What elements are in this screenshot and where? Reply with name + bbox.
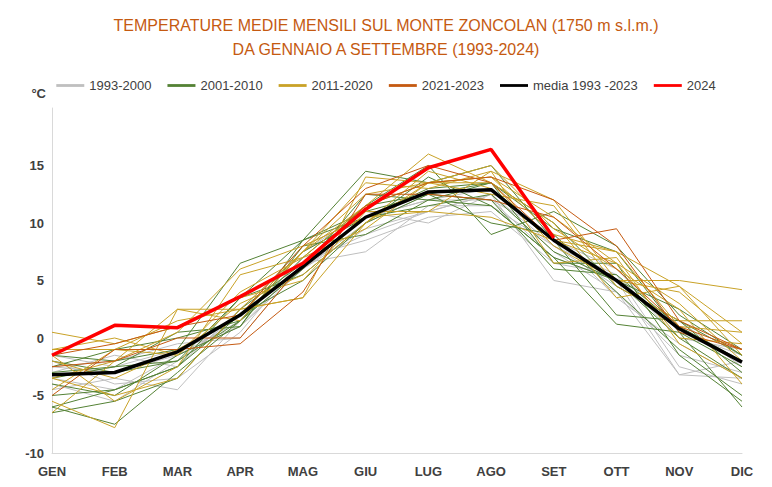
svg-text:FEB: FEB [102, 464, 128, 479]
svg-text:2021-2023: 2021-2023 [422, 78, 484, 93]
svg-text:GIU: GIU [354, 464, 377, 479]
svg-text:APR: APR [226, 464, 254, 479]
svg-text:media 1993 -2023: media 1993 -2023 [533, 78, 638, 93]
svg-text:NOV: NOV [665, 464, 694, 479]
svg-text:GEN: GEN [38, 464, 66, 479]
svg-text:-10: -10 [25, 446, 44, 461]
svg-text:0: 0 [37, 331, 44, 346]
svg-text:AGO: AGO [476, 464, 506, 479]
svg-text:MAG: MAG [288, 464, 318, 479]
svg-text:SET: SET [541, 464, 566, 479]
svg-text:MAR: MAR [163, 464, 193, 479]
svg-text:TEMPERATURE MEDIE MENSILI SUL: TEMPERATURE MEDIE MENSILI SUL MONTE ZONC… [114, 17, 659, 34]
svg-text:-5: -5 [32, 388, 44, 403]
svg-text:OTT: OTT [604, 464, 630, 479]
svg-text:°C: °C [31, 86, 46, 101]
svg-text:2001-2010: 2001-2010 [200, 78, 262, 93]
svg-text:5: 5 [37, 273, 44, 288]
svg-text:DA GENNAIO A SETTEMBRE (1993-2: DA GENNAIO A SETTEMBRE (1993-2024) [233, 41, 540, 58]
svg-text:LUG: LUG [415, 464, 442, 479]
svg-text:1993-2000: 1993-2000 [89, 78, 151, 93]
svg-text:2024: 2024 [687, 78, 716, 93]
svg-text:2011-2020: 2011-2020 [312, 78, 373, 93]
svg-text:DIC: DIC [731, 464, 754, 479]
svg-text:10: 10 [30, 216, 44, 231]
svg-text:15: 15 [30, 158, 44, 173]
